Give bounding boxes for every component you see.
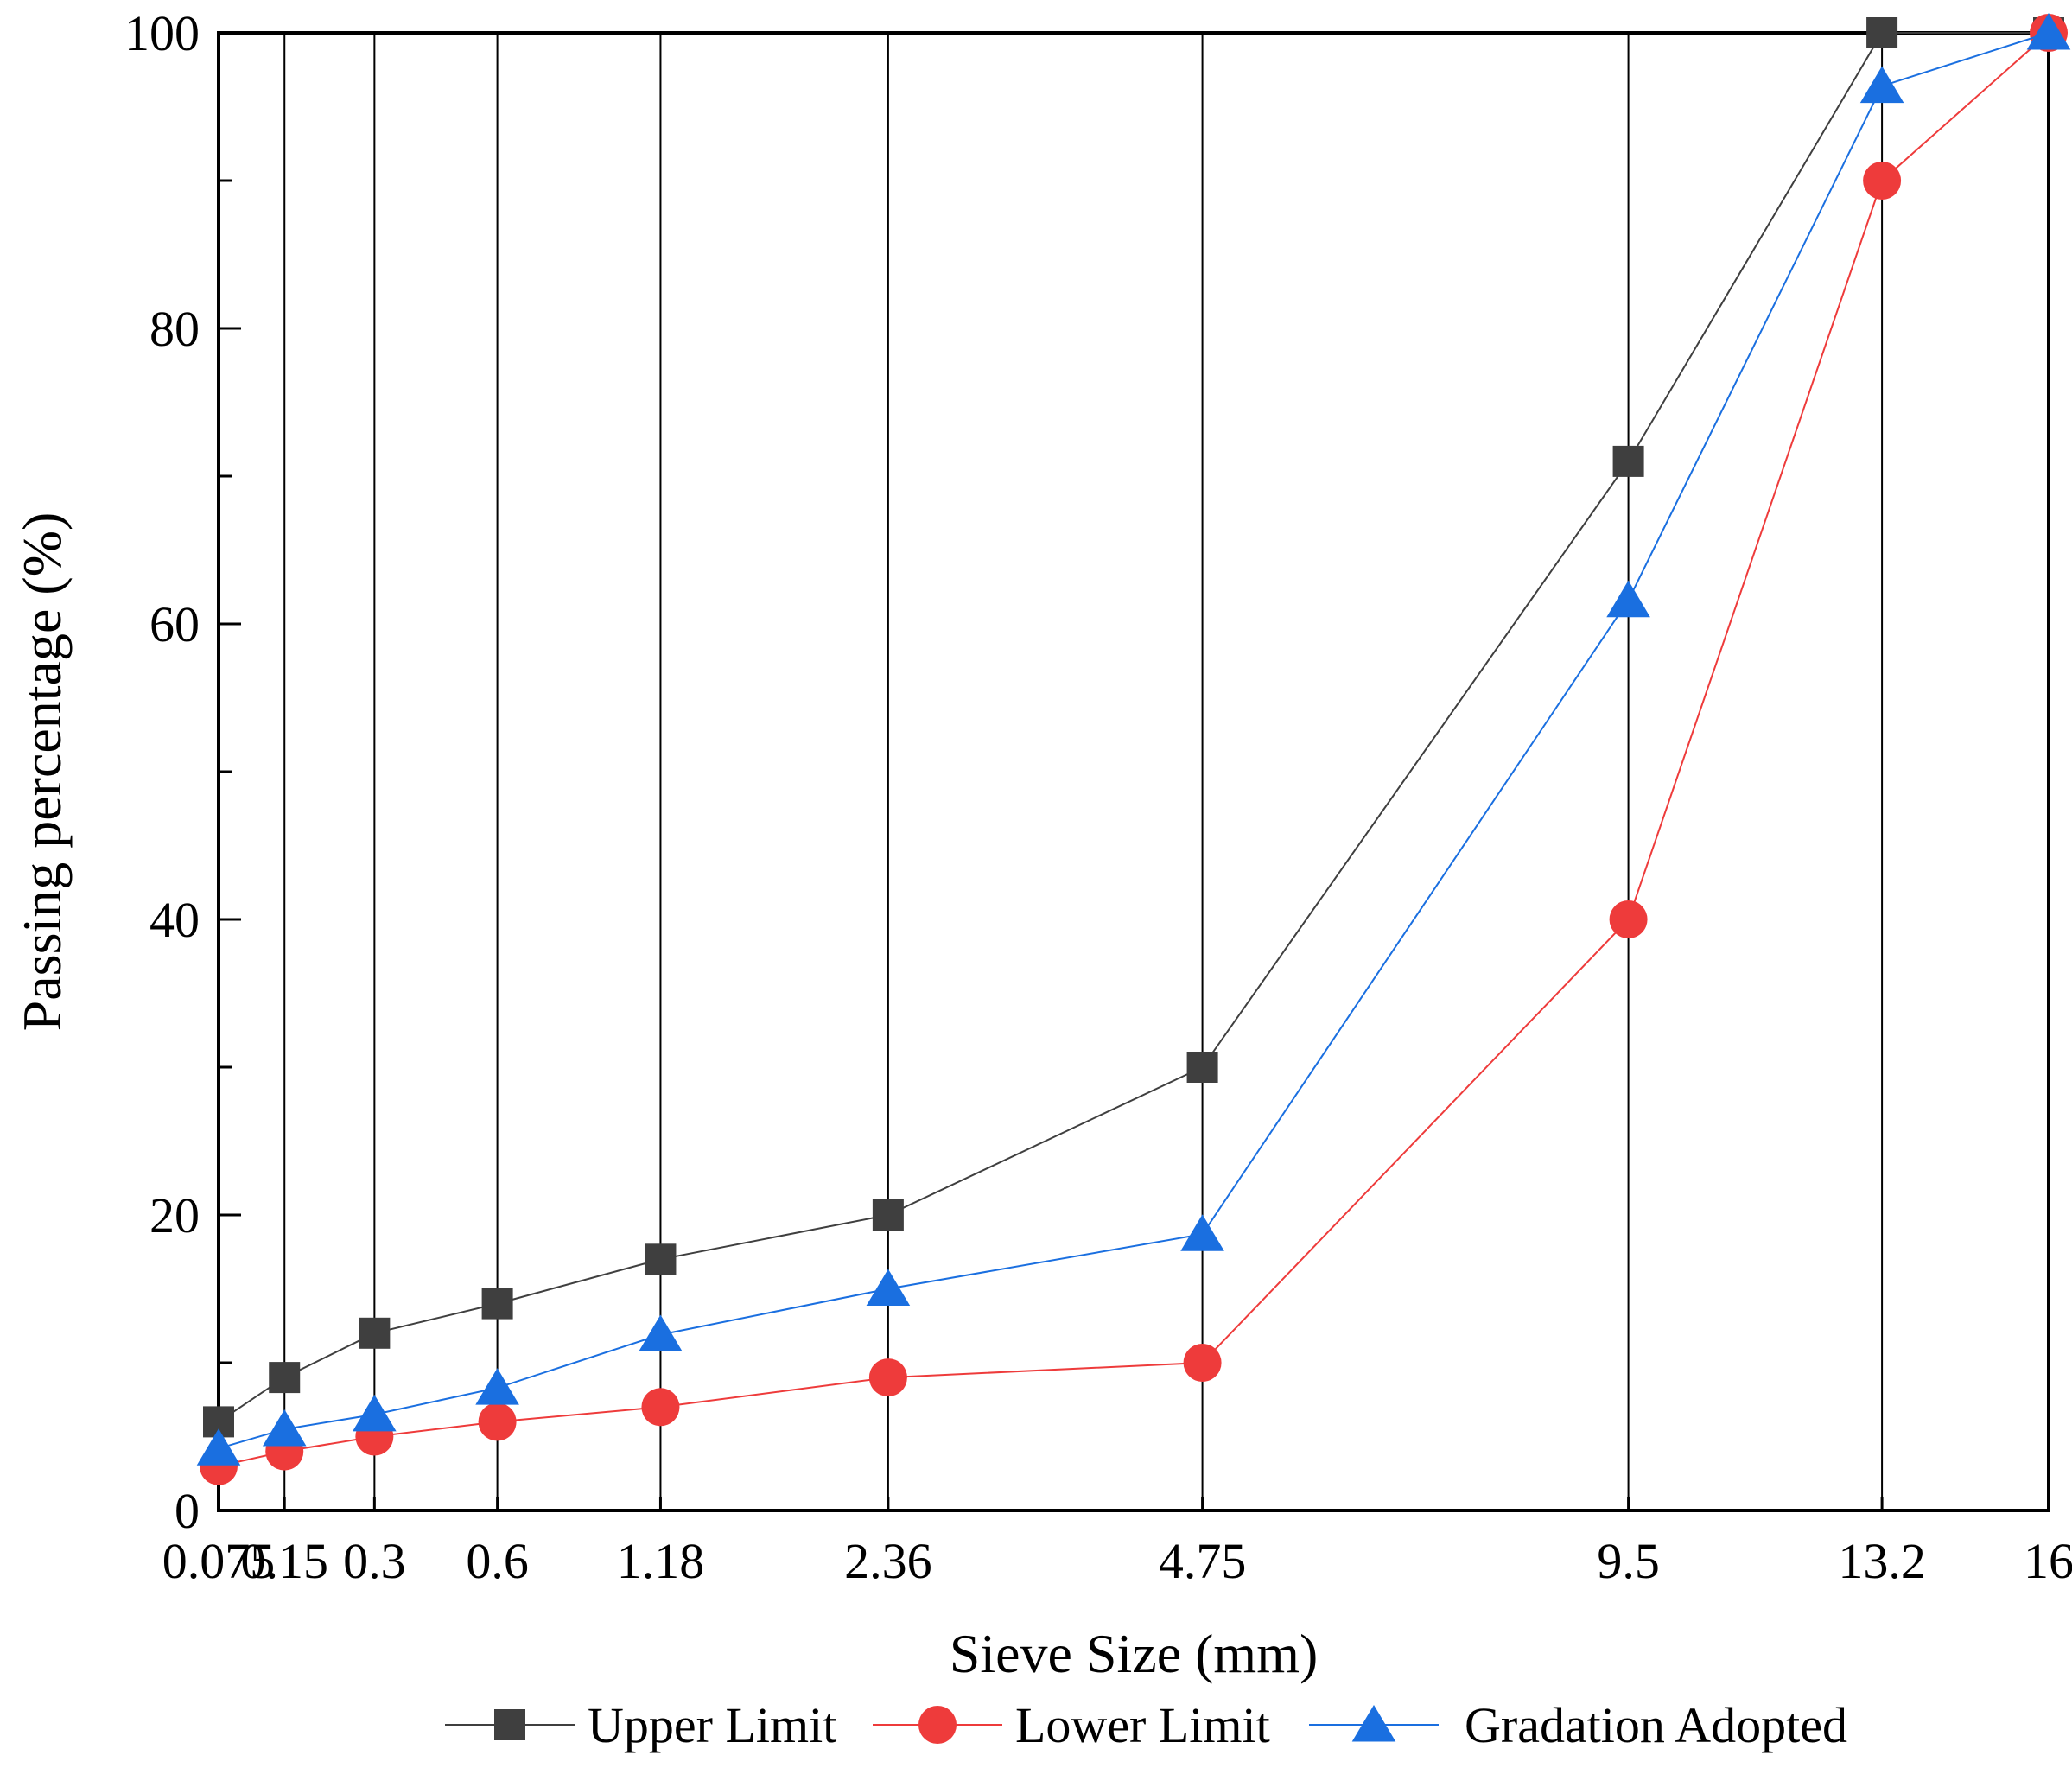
data-point-square [1866, 17, 1898, 48]
y-tick-label: 40 [149, 892, 200, 948]
legend-item-gradation-adopted: Gradation Adopted [1309, 1697, 1847, 1753]
series-line [218, 32, 2050, 1467]
y-tick-label: 100 [124, 5, 200, 61]
data-point-triangle [1180, 1214, 1224, 1251]
data-point-triangle [2026, 13, 2071, 50]
x-tick-label: 9.5 [1597, 1533, 1660, 1589]
legend-label: Gradation Adopted [1465, 1697, 1847, 1753]
legend-marker-circle [918, 1706, 957, 1744]
series-lower-limit [200, 14, 2068, 1485]
data-point-triangle [262, 1409, 307, 1447]
data-point-square [1612, 445, 1644, 477]
data-point-triangle [475, 1368, 519, 1405]
data-point-triangle [1859, 66, 1904, 104]
legend: Upper Limit Lower Limit Gradation Adopted [445, 1697, 1847, 1753]
data-point-triangle [353, 1394, 397, 1432]
legend-item-lower-limit: Lower Limit [873, 1697, 1270, 1753]
data-point-triangle [196, 1428, 241, 1466]
data-point-circle [641, 1388, 680, 1427]
data-point-circle [1863, 162, 1902, 200]
legend-item-upper-limit: Upper Limit [445, 1697, 836, 1753]
data-point-triangle [1606, 580, 1650, 618]
y-axis-ticks: 0 20 40 60 80 100 [124, 5, 241, 1539]
series-layer [196, 13, 2071, 1485]
y-axis-title: Passing percentage (%) [11, 512, 73, 1032]
data-point-square [269, 1362, 301, 1394]
x-tick-label: 13.2 [1838, 1533, 1926, 1589]
data-point-circle [868, 1358, 907, 1397]
x-tick-label: 16 [2024, 1533, 2072, 1589]
data-point-triangle [639, 1314, 683, 1352]
legend-label: Upper Limit [588, 1697, 836, 1753]
legend-marker-triangle [1351, 1705, 1396, 1742]
x-tick-label: 4.75 [1159, 1533, 1247, 1589]
x-tick-label: 0.3 [343, 1533, 406, 1589]
data-point-square [1186, 1052, 1218, 1083]
data-point-circle [478, 1402, 517, 1441]
data-point-circle [1609, 900, 1648, 938]
y-tick-label: 20 [149, 1187, 200, 1243]
x-tick-label: 2.36 [844, 1533, 932, 1589]
x-axis-title: Sieve Size (mm) [950, 1623, 1319, 1684]
grid-lines [283, 33, 1884, 1510]
data-point-circle [1183, 1344, 1222, 1382]
x-tick-label: 0.15 [240, 1533, 328, 1589]
series-gradation-adopted [196, 13, 2071, 1466]
x-tick-label: 1.18 [617, 1533, 705, 1589]
y-tick-label: 80 [149, 301, 200, 357]
y-tick-label: 60 [149, 596, 200, 652]
data-point-square [481, 1288, 513, 1320]
legend-label: Lower Limit [1015, 1697, 1270, 1753]
x-tick-label: 0.6 [466, 1533, 529, 1589]
data-point-triangle [866, 1269, 911, 1307]
y-tick-label: 0 [175, 1483, 200, 1539]
legend-marker-square [494, 1709, 525, 1740]
data-point-square [645, 1243, 677, 1275]
series-line [218, 32, 2049, 1423]
x-tick-label: 0.075 [162, 1533, 276, 1589]
series-upper-limit [203, 17, 2064, 1438]
data-point-square [872, 1199, 904, 1231]
series-line [218, 32, 2050, 1450]
data-point-square [359, 1317, 391, 1349]
